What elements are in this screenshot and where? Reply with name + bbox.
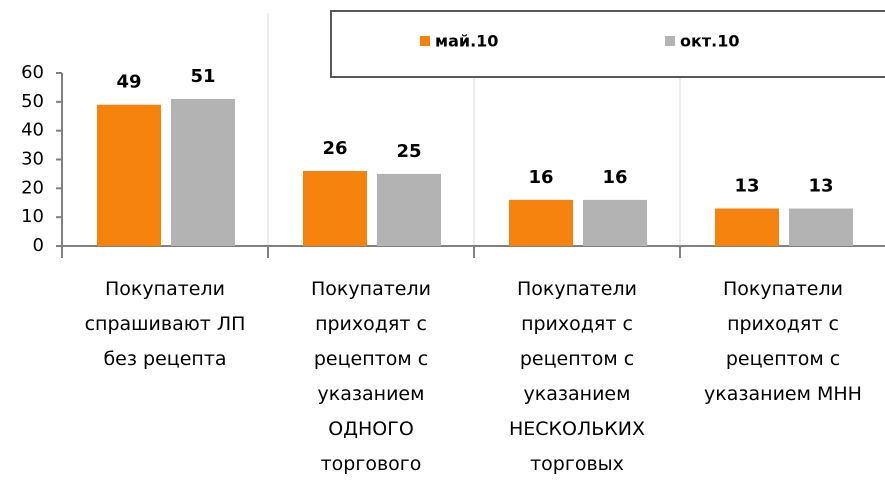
value-label: 16 bbox=[528, 167, 553, 188]
y-tick-label: 50 bbox=[21, 91, 44, 112]
value-label: 16 bbox=[602, 167, 627, 188]
bar bbox=[583, 199, 647, 246]
legend-label: окт.10 bbox=[680, 32, 739, 51]
legend-box bbox=[330, 10, 885, 78]
value-label: 13 bbox=[808, 176, 833, 197]
y-tick-label: 20 bbox=[21, 177, 44, 198]
x-tick-label: Покупатели приходят с рецептом с указани… bbox=[311, 278, 431, 475]
value-label: 26 bbox=[322, 138, 347, 159]
y-tick-label: 40 bbox=[21, 120, 44, 141]
y-tick-label: 0 bbox=[33, 235, 44, 256]
x-tick-label: Покупатели спрашивают ЛП без рецепта bbox=[84, 278, 246, 370]
bar bbox=[303, 171, 367, 246]
value-label: 13 bbox=[734, 176, 759, 197]
y-tick-label: 60 bbox=[21, 62, 44, 83]
bar bbox=[715, 208, 779, 246]
bar bbox=[171, 98, 235, 246]
bar bbox=[377, 173, 441, 246]
x-tick-label: Покупатели приходят с рецептом с указани… bbox=[704, 278, 862, 405]
value-label: 51 bbox=[190, 66, 215, 87]
y-tick-label: 30 bbox=[21, 149, 44, 170]
x-tick-label: Покупатели приходят с рецептом с указани… bbox=[508, 278, 646, 475]
bar bbox=[97, 104, 161, 246]
y-tick-label: 10 bbox=[21, 206, 44, 227]
legend-swatch bbox=[665, 36, 675, 46]
value-label: 25 bbox=[396, 141, 421, 162]
legend-label: май.10 bbox=[435, 32, 498, 51]
value-label: 49 bbox=[116, 72, 141, 93]
bar bbox=[509, 199, 573, 246]
bar bbox=[789, 208, 853, 246]
legend-swatch bbox=[420, 36, 430, 46]
